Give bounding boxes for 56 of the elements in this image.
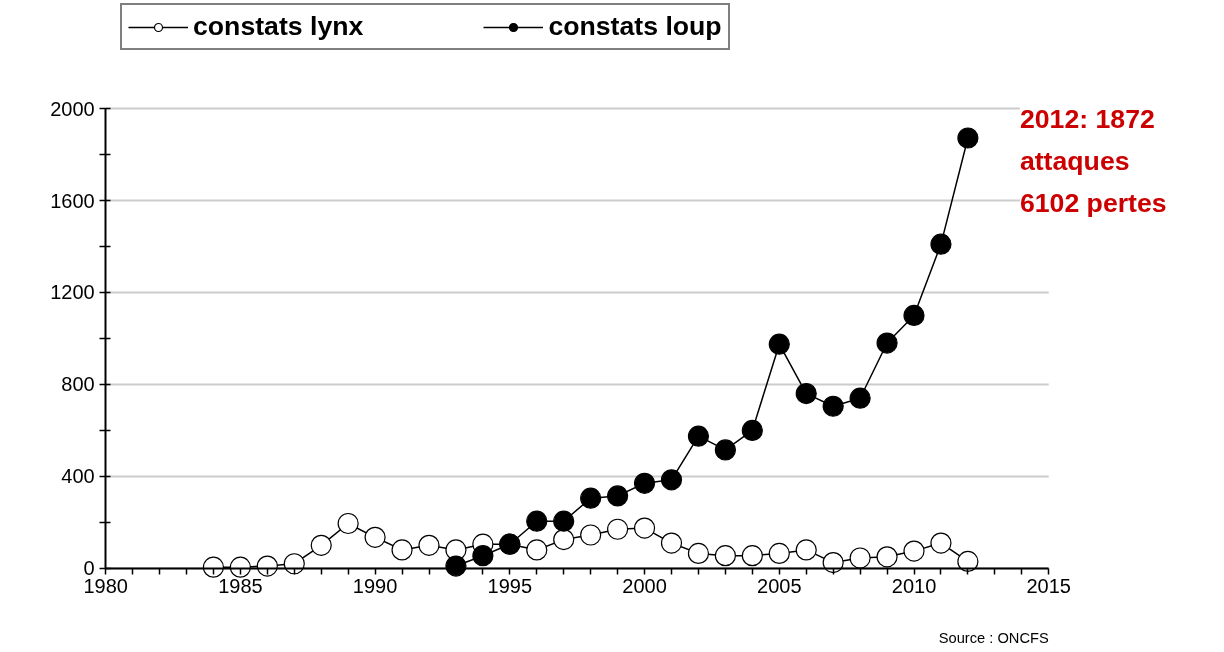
y-tick-label: 1200 bbox=[50, 281, 95, 304]
point bbox=[741, 545, 763, 567]
point bbox=[930, 233, 952, 255]
x-tick-label: 2005 bbox=[757, 575, 802, 598]
point bbox=[472, 545, 494, 567]
point bbox=[714, 439, 736, 461]
source-note: Source : ONCFS bbox=[938, 630, 1049, 647]
point bbox=[795, 539, 817, 561]
point bbox=[957, 550, 979, 573]
point bbox=[310, 534, 332, 556]
point bbox=[687, 425, 710, 447]
point bbox=[526, 510, 548, 532]
point bbox=[553, 529, 575, 551]
point bbox=[849, 387, 871, 409]
y-tick-label: 2000 bbox=[50, 97, 95, 120]
legend-label: constats lynx bbox=[193, 11, 364, 42]
point bbox=[660, 532, 683, 554]
point bbox=[526, 539, 548, 561]
point bbox=[418, 534, 440, 556]
x-tick-label: 2015 bbox=[1026, 575, 1071, 598]
x-tick-label: 1990 bbox=[352, 575, 398, 598]
point bbox=[795, 383, 817, 405]
point bbox=[768, 333, 790, 355]
point bbox=[607, 485, 629, 507]
point bbox=[607, 518, 629, 540]
y-tick-label: 1600 bbox=[50, 189, 95, 212]
point bbox=[822, 552, 844, 574]
point bbox=[768, 542, 790, 564]
point bbox=[741, 419, 763, 441]
point bbox=[580, 524, 602, 546]
point bbox=[957, 127, 979, 149]
x-tick-label: 1995 bbox=[487, 575, 533, 598]
y-tick-label: 400 bbox=[61, 465, 95, 488]
point bbox=[391, 539, 413, 561]
x-tick-label: 1985 bbox=[218, 575, 263, 598]
point bbox=[633, 517, 656, 539]
x-tick-label: 2010 bbox=[891, 575, 937, 598]
y-tick-label: 800 bbox=[61, 373, 95, 396]
point bbox=[849, 547, 871, 569]
point bbox=[337, 512, 359, 535]
point bbox=[660, 469, 683, 491]
point bbox=[714, 545, 736, 567]
point bbox=[364, 526, 386, 548]
point bbox=[553, 510, 575, 532]
point bbox=[903, 540, 925, 562]
point bbox=[822, 395, 844, 417]
x-tick-label: 2000 bbox=[622, 575, 667, 598]
annotation: 2012: 1872 attaques 6102 pertes bbox=[1019, 103, 1167, 218]
legend-label: constats loup bbox=[548, 11, 722, 42]
point bbox=[903, 304, 925, 327]
point bbox=[876, 332, 898, 354]
point bbox=[633, 472, 656, 494]
point bbox=[930, 532, 952, 554]
point bbox=[687, 542, 710, 564]
point bbox=[580, 487, 602, 509]
point bbox=[876, 546, 898, 568]
